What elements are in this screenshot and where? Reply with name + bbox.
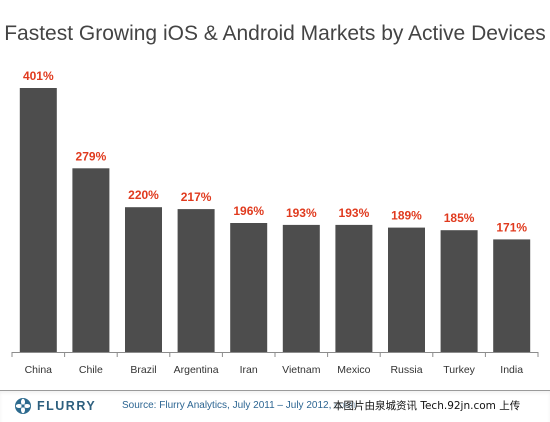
data-label-iran: 196% (233, 204, 264, 218)
bar-vietnam (282, 224, 320, 352)
data-label-brazil: 220% (128, 188, 159, 202)
watermark: 本图片由泉城资讯 Tech.92jn.com 上传 (333, 398, 521, 413)
x-tick-label-mexico: Mexico (337, 364, 370, 376)
x-tick-label-brazil: Brazil (130, 364, 156, 376)
data-label-turkey: 185% (444, 211, 475, 225)
x-tick-label-russia: Russia (390, 364, 422, 376)
data-label-russia: 189% (391, 209, 422, 223)
bar-russia (388, 227, 425, 352)
data-label-china: 401% (23, 69, 54, 83)
data-label-chile: 279% (76, 149, 107, 163)
x-tick-label-iran: Iran (240, 364, 258, 376)
bar-china (19, 88, 57, 352)
flurry-flower-icon (15, 398, 31, 414)
data-label-india: 171% (496, 220, 527, 234)
data-label-argentina: 217% (181, 190, 212, 204)
bar-turkey (440, 230, 478, 352)
flurry-logo: FLURRY (14, 397, 96, 415)
bar-mexico (335, 224, 373, 352)
x-tick-label-turkey: Turkey (443, 364, 475, 376)
data-labels-group: 401% 279% 220% 217% 196% 193% 193% 189% 185% 171% (23, 69, 527, 234)
x-tick-label-china: China (25, 364, 53, 376)
x-tick-label-india: India (500, 364, 523, 376)
x-tick-label-chile: Chile (79, 364, 103, 376)
bar-brazil (125, 207, 162, 352)
x-tick-label-argentina: Argentina (174, 364, 219, 376)
data-label-mexico: 193% (339, 206, 370, 220)
source-note: Source: Flurry Analytics, July 2011 – Ju… (122, 400, 356, 411)
data-label-vietnam: 193% (286, 206, 317, 220)
x-axis: China Chile Brazil Argentina Iran Vietnam Mexi… (11, 352, 539, 376)
chart-title: Fastest Growing iOS & Android Markets by… (4, 22, 546, 45)
bar-chile (72, 168, 110, 352)
bars-group (19, 88, 531, 352)
bar-india (493, 239, 531, 352)
logo-text: FLURRY (37, 399, 97, 413)
bar-argentina (177, 209, 215, 352)
x-tick-label-vietnam: Vietnam (282, 364, 321, 376)
bar-iran (230, 223, 268, 352)
